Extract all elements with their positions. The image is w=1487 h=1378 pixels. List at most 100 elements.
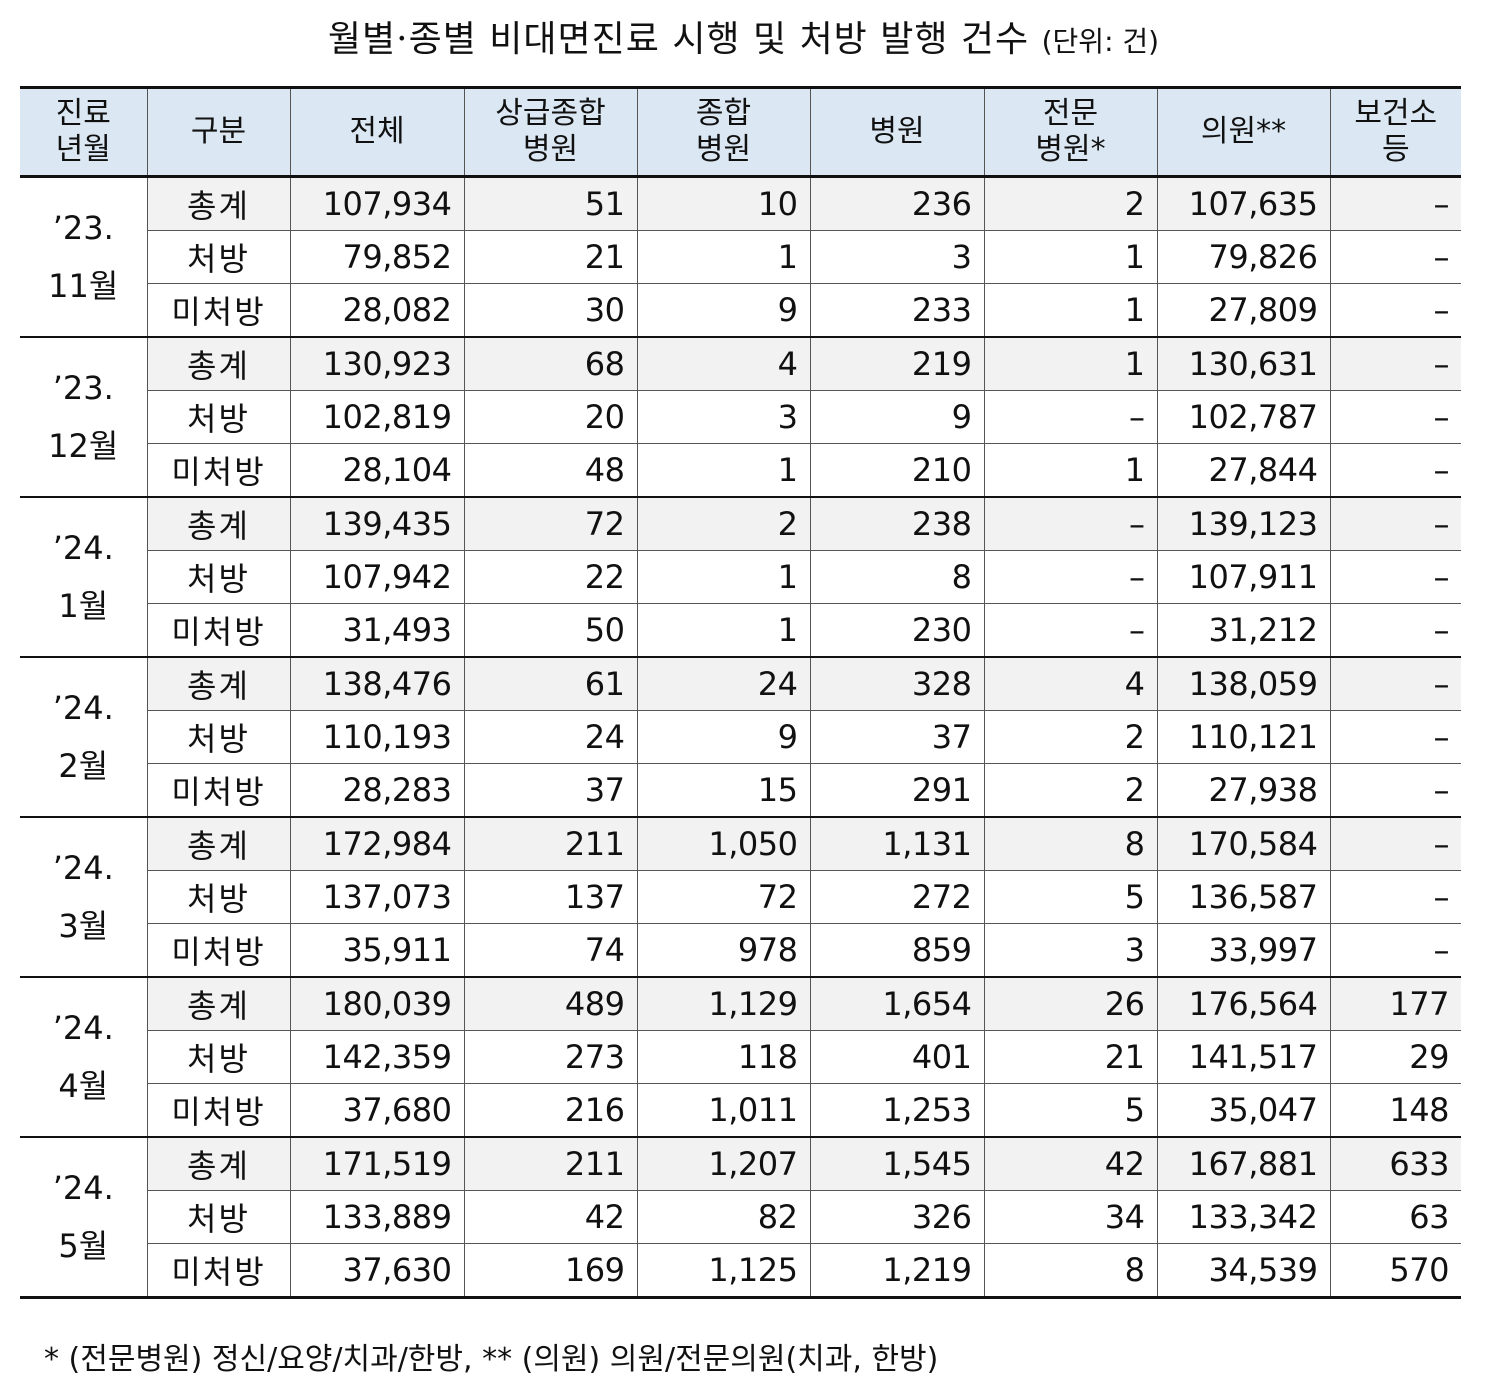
month-label: 3월 bbox=[58, 907, 109, 945]
value-cell: 63 bbox=[1329, 1190, 1461, 1244]
table-row: 처방 137,073 137 72 272 5 136,587– bbox=[20, 870, 1461, 924]
value-cell: 1 bbox=[636, 550, 810, 604]
value-cell: 1,050 bbox=[636, 817, 810, 871]
value-cell: 3 bbox=[983, 923, 1157, 978]
value-cell: – bbox=[1329, 870, 1461, 924]
value-cell: 176,564 bbox=[1156, 977, 1330, 1031]
value-cell: – bbox=[1329, 550, 1461, 604]
column-header-text: 병원 bbox=[522, 132, 579, 167]
month-cell: ’23. 12월 bbox=[20, 337, 147, 498]
value-cell: 118 bbox=[636, 1030, 810, 1084]
table-row: 미처방 35,911 74 978 859 3 33,997– bbox=[20, 923, 1461, 978]
value-cell: 35,047 bbox=[1156, 1083, 1330, 1138]
value-cell: 34,539 bbox=[1156, 1243, 1330, 1299]
table-row: ’24. 3월 총계 172,984 211 1,050 1,131 8 170,584– bbox=[20, 817, 1461, 978]
column-header: 구분 bbox=[146, 86, 290, 178]
table-row: 처방 107,942 22 1 8–107,911– bbox=[20, 550, 1461, 604]
table-row: ’23. 12월 총계 130,923 68 4 219 1 130,631– bbox=[20, 337, 1461, 498]
value-cell: 42 bbox=[983, 1137, 1157, 1191]
column-header-text: 병원* bbox=[1035, 132, 1106, 167]
month-cell: ’23. 11월 bbox=[20, 176, 147, 338]
value-cell: 107,934 bbox=[289, 176, 464, 231]
value-cell: 180,039 bbox=[289, 977, 464, 1031]
category-cell: 총계 bbox=[146, 657, 290, 711]
value-cell: – bbox=[1329, 443, 1461, 498]
value-cell: 5 bbox=[983, 870, 1157, 924]
value-cell: 1 bbox=[636, 603, 810, 658]
value-cell: 20 bbox=[463, 390, 637, 444]
value-cell: – bbox=[1329, 337, 1461, 391]
value-cell: 139,123 bbox=[1156, 497, 1330, 551]
value-cell: – bbox=[983, 550, 1157, 604]
value-cell: 272 bbox=[809, 870, 984, 924]
value-cell: 37 bbox=[463, 763, 637, 818]
month-cell: ’24. 1월 bbox=[20, 497, 147, 658]
value-cell: 273 bbox=[463, 1030, 637, 1084]
category-cell: 미처방 bbox=[146, 1243, 290, 1299]
column-header-text: 병원 bbox=[695, 132, 752, 167]
table-row: ’24. 4월 총계 180,039 489 1,129 1,654 26 176,564 177 bbox=[20, 977, 1461, 1138]
value-cell: 167,881 bbox=[1156, 1137, 1330, 1191]
month-cell: ’24. 4월 bbox=[20, 977, 147, 1138]
value-cell: 31,212 bbox=[1156, 603, 1330, 658]
value-cell: 48 bbox=[463, 443, 637, 498]
value-cell: 1,125 bbox=[636, 1243, 810, 1299]
value-cell: 8 bbox=[983, 817, 1157, 871]
value-cell: 28,104 bbox=[289, 443, 464, 498]
value-cell: 1 bbox=[983, 443, 1157, 498]
value-cell: 2 bbox=[983, 176, 1157, 231]
value-cell: 233 bbox=[809, 283, 984, 338]
value-cell: 169 bbox=[463, 1243, 637, 1299]
column-header-text: 종합 bbox=[695, 96, 752, 131]
value-cell: 1,129 bbox=[636, 977, 810, 1031]
column-header-text: 진료 bbox=[55, 96, 111, 131]
value-cell: 79,852 bbox=[289, 230, 464, 284]
category-cell: 총계 bbox=[146, 817, 290, 871]
value-cell: – bbox=[983, 390, 1157, 444]
value-cell: 34 bbox=[983, 1190, 1157, 1244]
value-cell: – bbox=[1329, 176, 1461, 231]
value-cell: 978 bbox=[636, 923, 810, 978]
value-cell: 1 bbox=[983, 337, 1157, 391]
title-text: 월별·종별 비대면진료 시행 및 처방 발행 건수 bbox=[327, 19, 1030, 60]
column-header: 상급종합 병원 bbox=[463, 86, 637, 178]
value-cell: 37 bbox=[809, 710, 984, 764]
value-cell: 24 bbox=[636, 657, 810, 711]
value-cell: 291 bbox=[809, 763, 984, 818]
value-cell: 72 bbox=[463, 497, 637, 551]
month-cell: ’24. 3월 bbox=[20, 817, 147, 978]
value-cell: 107,942 bbox=[289, 550, 464, 604]
category-cell: 처방 bbox=[146, 870, 290, 924]
value-cell: 1 bbox=[636, 443, 810, 498]
value-cell: 219 bbox=[809, 337, 984, 391]
value-cell: 401 bbox=[809, 1030, 984, 1084]
value-cell: 177 bbox=[1329, 977, 1461, 1031]
category-cell: 처방 bbox=[146, 550, 290, 604]
value-cell: 2 bbox=[983, 710, 1157, 764]
value-cell: – bbox=[1329, 657, 1461, 711]
value-cell: 24 bbox=[463, 710, 637, 764]
table-row: ’24. 5월 총계 171,519 211 1,207 1,545 42 167,881 633 bbox=[20, 1137, 1461, 1299]
value-cell: – bbox=[1329, 817, 1461, 871]
value-cell: 35,911 bbox=[289, 923, 464, 978]
value-cell: 110,121 bbox=[1156, 710, 1330, 764]
value-cell: 42 bbox=[463, 1190, 637, 1244]
value-cell: 28,082 bbox=[289, 283, 464, 338]
value-cell: 137 bbox=[463, 870, 637, 924]
value-cell: – bbox=[1329, 390, 1461, 444]
column-header: 의원** bbox=[1156, 86, 1330, 178]
value-cell: – bbox=[1329, 603, 1461, 658]
telemedicine-table: 진료 년월 구분 전체 상급종합 병원 종합 병원 병원 전문 병원* 의원** 보건소 등 ’23. 11… bbox=[20, 86, 1461, 1299]
category-cell: 미처방 bbox=[146, 443, 290, 498]
value-cell: 26 bbox=[983, 977, 1157, 1031]
category-cell: 미처방 bbox=[146, 283, 290, 338]
table-row: ’24. 1월 총계 139,435 72 2 238–139,123– bbox=[20, 497, 1461, 658]
value-cell: 170,584 bbox=[1156, 817, 1330, 871]
column-header-text: 상급종합 bbox=[495, 96, 606, 131]
value-cell: 326 bbox=[809, 1190, 984, 1244]
value-cell: 79,826 bbox=[1156, 230, 1330, 284]
footnote: * (전문병원) 정신/요양/치과/한방, ** (의원) 의원/전문의원(치과… bbox=[44, 1342, 939, 1377]
table-row: ’24. 2월 총계 138,476 61 24 328 4 138,059– bbox=[20, 657, 1461, 818]
table-row: 미처방 37,680 216 1,011 1,253 5 35,047 148 bbox=[20, 1083, 1461, 1138]
value-cell: 211 bbox=[463, 817, 637, 871]
